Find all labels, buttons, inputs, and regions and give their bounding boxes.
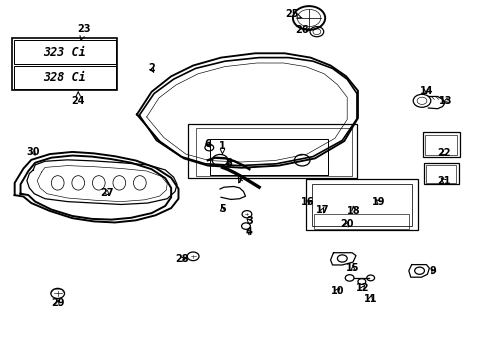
Text: 18: 18 (346, 206, 360, 216)
Bar (195, 128, 351, 176)
Bar (14, 40, 116, 64)
Bar (426, 165, 455, 183)
Text: 14: 14 (419, 86, 432, 96)
Text: 10: 10 (330, 286, 344, 296)
Bar (210, 139, 327, 175)
Text: 21: 21 (436, 176, 450, 186)
Text: 16: 16 (301, 197, 314, 207)
Bar (305, 179, 417, 230)
Text: 3: 3 (245, 216, 252, 226)
Bar (12, 38, 117, 90)
Text: 2: 2 (148, 63, 155, 73)
Text: 11: 11 (363, 294, 377, 304)
Text: 1: 1 (219, 141, 225, 154)
Text: 328 Ci: 328 Ci (43, 71, 86, 84)
Text: 23: 23 (77, 24, 91, 40)
Bar (14, 66, 116, 89)
Text: 6: 6 (204, 139, 211, 149)
Text: 4: 4 (245, 227, 252, 237)
Text: 9: 9 (428, 266, 435, 276)
Text: 5: 5 (219, 204, 225, 214)
Text: 28: 28 (175, 254, 188, 264)
Bar (424, 163, 458, 184)
Text: 24: 24 (71, 92, 85, 106)
Text: 12: 12 (355, 283, 369, 293)
Text: 22: 22 (436, 148, 450, 158)
Bar (314, 214, 408, 229)
Text: 323 Ci: 323 Ci (43, 46, 86, 59)
Bar (422, 132, 459, 157)
Text: 7: 7 (236, 175, 243, 185)
Text: 27: 27 (100, 188, 113, 198)
Text: 8: 8 (225, 158, 232, 168)
Text: 19: 19 (371, 197, 385, 207)
Bar (425, 135, 456, 155)
Bar (311, 184, 411, 226)
Text: 20: 20 (340, 219, 353, 229)
Text: 29: 29 (51, 298, 64, 308)
Text: 30: 30 (26, 147, 40, 157)
Text: 13: 13 (438, 96, 452, 106)
Bar (188, 124, 356, 178)
Text: 25: 25 (285, 9, 302, 19)
Text: 17: 17 (315, 204, 329, 215)
Text: 26: 26 (294, 24, 311, 35)
Text: 15: 15 (346, 263, 359, 273)
